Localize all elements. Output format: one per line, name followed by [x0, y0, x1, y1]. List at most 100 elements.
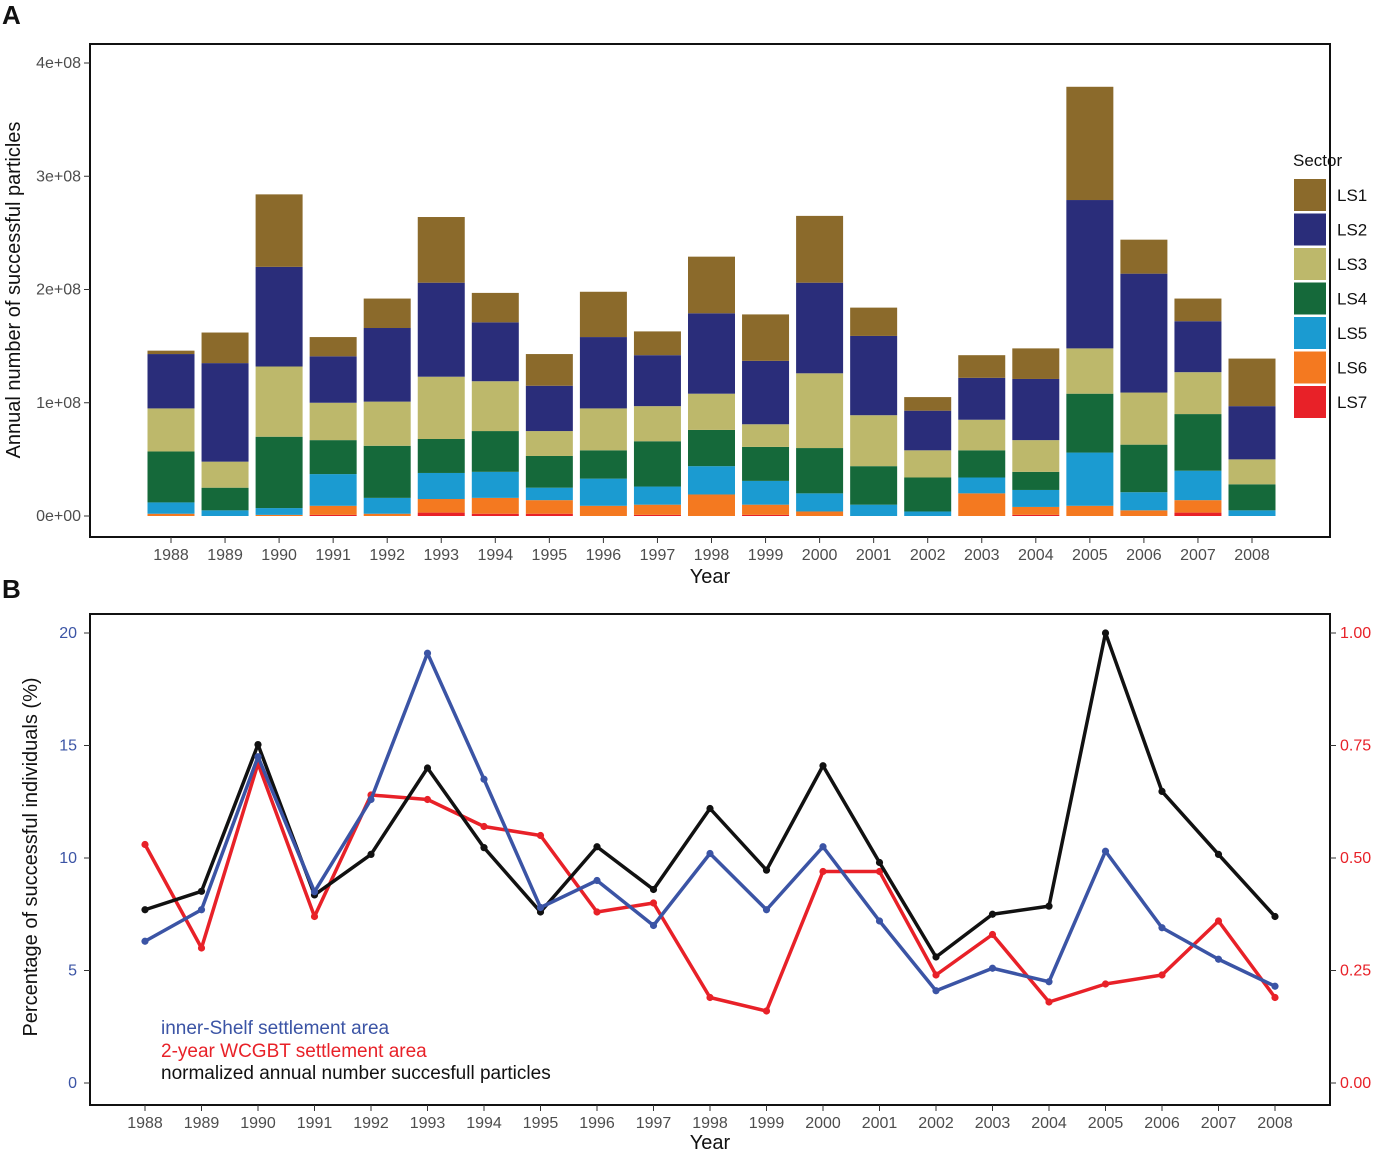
- bar-ls4-2007: [1174, 414, 1222, 471]
- y-tick-label: 0e+00: [36, 508, 81, 525]
- point-inner-shelf-2004: [1045, 978, 1053, 986]
- bar-ls7-1991: [309, 514, 357, 516]
- annotation-wcgbt: 2-year WCGBT settlement area: [161, 1041, 427, 1062]
- legend-swatch-ls5: [1294, 317, 1326, 349]
- line-inner-shelf: [144, 651, 1276, 993]
- bar-ls2-1989: [201, 363, 249, 462]
- x-tick-label: 1996: [579, 1115, 615, 1132]
- legend-label-ls6: LS6: [1337, 359, 1367, 378]
- legend-label-ls1: LS1: [1337, 186, 1367, 205]
- x-tick-label: 1991: [297, 1115, 333, 1132]
- bar-ls2-1993: [417, 282, 465, 377]
- bar-ls5-1991: [309, 474, 357, 506]
- x-tick-label: 1988: [153, 547, 189, 564]
- bar-ls1-1999: [742, 314, 790, 361]
- y-tick-label-left: 5: [68, 963, 77, 980]
- bar-ls6-2007: [1174, 500, 1222, 513]
- bar-ls1-2002: [904, 397, 952, 411]
- point-wcgbt-1989: [197, 944, 206, 952]
- y-tick-label-left: 20: [59, 625, 77, 642]
- bar-ls3-2001: [850, 415, 898, 467]
- point-wcgbt-1999: [762, 1007, 771, 1015]
- point-inner-shelf-1997: [649, 921, 658, 930]
- x-tick-label: 2004: [1031, 1115, 1067, 1132]
- bar-ls1-1994: [471, 292, 519, 323]
- point-inner-shelf-2001: [875, 917, 884, 925]
- bar-ls7-1994: [471, 513, 519, 516]
- point-wcgbt-2000: [819, 867, 827, 876]
- bar-ls2-1998: [688, 313, 735, 394]
- x-tick-label: 1998: [694, 547, 730, 564]
- legend-label-ls5: LS5: [1337, 324, 1367, 343]
- bar-ls2-1995: [525, 385, 573, 432]
- bar-ls1-1992: [363, 298, 411, 329]
- x-tick-label: 2007: [1201, 1115, 1237, 1132]
- bar-ls3-2007: [1174, 372, 1222, 415]
- bar-ls3-2002: [904, 450, 952, 478]
- point-wcgbt-2008: [1271, 993, 1279, 1002]
- bar-ls4-1997: [633, 441, 681, 487]
- x-tick-label: 1998: [692, 1115, 728, 1132]
- bar-ls1-1991: [309, 337, 357, 357]
- point-normalized-1999: [762, 866, 771, 874]
- bar-ls6-1993: [417, 499, 465, 513]
- y-tick-label-left: 0: [68, 1075, 77, 1092]
- bar-ls1-1998: [688, 256, 735, 314]
- bar-ls3-1989: [201, 461, 249, 488]
- y-tick-label-right: 1.00: [1340, 625, 1371, 642]
- point-inner-shelf-2008: [1271, 982, 1279, 990]
- y-axis-a: 0e+00 1e+08 2e+08 3e+08 4e+08: [36, 55, 90, 525]
- bar-ls6-1998: [688, 494, 735, 516]
- x-axis-b: 1988 1989 1990 1991 1992 1993 1994 1995 1996 1997…: [127, 1105, 1293, 1132]
- annotation-inner-shelf: inner-Shelf settlement area: [161, 1018, 390, 1039]
- bar-ls1-1988: [147, 350, 195, 355]
- point-wcgbt-2007: [1214, 917, 1223, 925]
- bar-ls1-1995: [525, 354, 573, 386]
- bar-ls1-1993: [417, 217, 465, 283]
- bar-stack-group: [147, 86, 1276, 516]
- bar-ls5-1994: [471, 471, 519, 498]
- line-normalized: [144, 631, 1277, 959]
- point-inner-shelf-2002: [932, 987, 940, 995]
- bar-ls6-2000: [796, 511, 844, 516]
- point-inner-shelf-1998: [706, 849, 714, 858]
- bar-ls3-2008: [1228, 459, 1276, 485]
- bar-ls5-1992: [363, 497, 411, 514]
- y-tick-label: 1e+08: [36, 395, 81, 412]
- x-tick-label: 1993: [410, 1115, 446, 1132]
- y-tick-label-right: 0.50: [1340, 850, 1371, 867]
- bar-ls5-2007: [1174, 470, 1222, 501]
- point-wcgbt-1993: [423, 795, 432, 804]
- bar-ls5-1988: [147, 502, 195, 514]
- bar-ls4-1996: [579, 450, 627, 479]
- x-tick-label: 2005: [1072, 547, 1108, 564]
- x-tick-label: 2002: [910, 547, 946, 564]
- x-axis-title-a: Year: [690, 566, 731, 588]
- bar-ls4-1991: [309, 440, 357, 475]
- legend-swatch-ls3: [1294, 248, 1326, 280]
- point-normalized-1994: [480, 844, 488, 852]
- y-tick-label: 3e+08: [36, 168, 81, 185]
- x-tick-label: 1988: [127, 1115, 163, 1132]
- legend-label-ls7: LS7: [1337, 393, 1367, 412]
- y-axis-right-b: 0.00 0.25 0.50 0.75 1.00: [1330, 625, 1371, 1092]
- point-normalized-1988: [141, 906, 149, 914]
- bar-ls6-1992: [363, 513, 411, 516]
- bar-ls3-1997: [633, 406, 681, 442]
- legend-label-ls2: LS2: [1337, 221, 1367, 240]
- legend-swatch-ls6: [1294, 351, 1326, 384]
- y-axis-title-a: Annual number of successful particles: [3, 122, 25, 459]
- x-tick-label: 2003: [975, 1115, 1011, 1132]
- bar-ls5-1993: [417, 472, 465, 500]
- bar-ls5-2003: [958, 477, 1006, 494]
- bar-ls4-2000: [796, 448, 844, 494]
- bar-ls1-1990: [255, 194, 303, 267]
- bar-ls2-1992: [363, 328, 411, 402]
- point-normalized-1993: [423, 764, 432, 772]
- point-inner-shelf-2000: [819, 843, 827, 851]
- bar-ls5-2001: [850, 504, 898, 516]
- bar-ls3-1994: [471, 381, 519, 432]
- x-tick-label: 1989: [207, 547, 243, 564]
